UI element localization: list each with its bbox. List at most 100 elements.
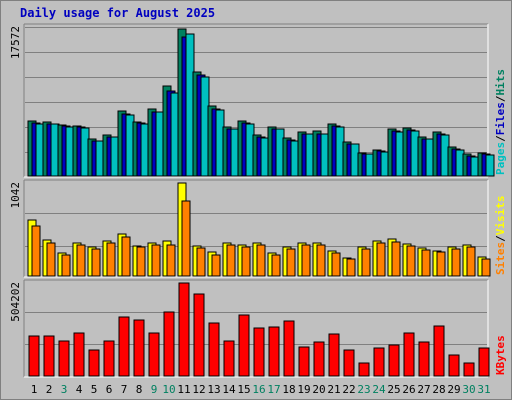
x-tick-label-day-9: 9 (151, 383, 158, 396)
chart-panel-visits-sites: 1042 Sites/Visits (9, 179, 507, 278)
bar-kbytes-day-20 (313, 341, 325, 377)
bar-sites-day-31 (481, 258, 491, 277)
bar-sites-day-6 (106, 242, 116, 277)
bar-kbytes-day-15 (238, 314, 250, 377)
max-value-label: 17572 (9, 26, 22, 59)
x-tick-label-day-8: 8 (136, 383, 143, 396)
bar-kbytes-day-26 (403, 332, 415, 377)
legend-label: KBytes (494, 335, 507, 375)
x-tick-label-day-14: 14 (222, 383, 236, 396)
bar-sites-day-8 (136, 246, 146, 277)
bar-kbytes-day-4 (73, 332, 85, 377)
x-tick-label-day-6: 6 (106, 383, 113, 396)
bar-kbytes-day-27 (418, 341, 430, 377)
x-tick-label-day-7: 7 (121, 383, 128, 396)
bar-kbytes-day-18 (283, 320, 295, 377)
bar-sites-day-17 (271, 254, 281, 277)
chart-panel-kbytes: 504202 KBytes (9, 279, 507, 378)
x-tick-label-day-20: 20 (312, 383, 325, 396)
x-tick-label-day-10: 10 (162, 383, 175, 396)
bar-sites-day-3 (61, 254, 71, 277)
x-tick-label-day-29: 29 (447, 383, 460, 396)
bar-kbytes-day-5 (88, 349, 100, 377)
bar-kbytes-day-30 (463, 362, 475, 377)
x-tick-label-day-16: 16 (252, 383, 265, 396)
bar-sites-day-1 (31, 225, 41, 277)
legend-part: / (494, 95, 507, 102)
x-tick-label-day-18: 18 (282, 383, 295, 396)
x-tick-label-day-28: 28 (432, 383, 445, 396)
legend-part: Visits (494, 196, 507, 236)
bar-kbytes-day-19 (298, 346, 310, 377)
bar-kbytes-day-1 (28, 335, 40, 377)
x-tick-label-day-19: 19 (297, 383, 310, 396)
bar-sites-day-10 (166, 244, 176, 277)
legend-part: KBytes (494, 335, 507, 375)
bar-kbytes-day-22 (343, 349, 355, 377)
bar-sites-day-26 (406, 245, 416, 277)
bar-sites-day-14 (226, 244, 236, 277)
x-tick-label-day-22: 22 (342, 383, 355, 396)
bar-sites-day-15 (241, 246, 251, 277)
bar-sites-day-27 (421, 249, 431, 277)
bar-sites-day-24 (376, 242, 386, 277)
x-tick-label-day-27: 27 (417, 383, 430, 396)
bar-sites-day-20 (316, 244, 326, 277)
x-tick-label-day-17: 17 (267, 383, 280, 396)
bar-sites-day-11 (181, 200, 191, 277)
max-value-label: 1042 (9, 182, 22, 209)
x-tick-label-day-26: 26 (402, 383, 415, 396)
bar-sites-day-18 (286, 248, 296, 277)
bar-sites-day-28 (436, 251, 446, 277)
max-value-label: 504202 (9, 282, 22, 322)
bar-sites-day-7 (121, 236, 131, 277)
bar-kbytes-day-11 (178, 282, 190, 377)
bar-sites-day-30 (466, 246, 476, 277)
legend-part: / (494, 235, 507, 242)
bar-kbytes-day-6 (103, 340, 115, 377)
x-tick-label-day-4: 4 (76, 383, 83, 396)
x-tick-label-day-30: 30 (462, 383, 475, 396)
bar-pages-day-31 (485, 154, 495, 177)
legend-part: / (494, 135, 507, 142)
x-tick-label-day-21: 21 (327, 383, 340, 396)
x-tick-label-day-2: 2 (46, 383, 53, 396)
bar-kbytes-day-7 (118, 316, 130, 377)
bar-sites-day-13 (211, 254, 221, 277)
bar-kbytes-day-12 (193, 293, 205, 377)
bar-kbytes-day-21 (328, 333, 340, 377)
x-tick-label-day-12: 12 (192, 383, 205, 396)
bar-sites-day-2 (46, 242, 56, 277)
x-tick-label-day-1: 1 (31, 383, 38, 396)
bar-kbytes-day-9 (148, 332, 160, 377)
legend-label: Sites/Visits (494, 196, 507, 276)
chart-panel-hits-files-pages: 17572 Pages/Files/Hits (9, 23, 507, 178)
bar-sites-day-4 (76, 244, 86, 277)
legend-label: Pages/Files/Hits (494, 69, 507, 175)
x-tick-label-day-31: 31 (477, 383, 490, 396)
bar-kbytes-day-3 (58, 340, 70, 377)
bar-sites-day-21 (331, 252, 341, 277)
bar-kbytes-day-25 (388, 344, 400, 377)
bar-sites-day-29 (451, 248, 461, 277)
x-tick-label-day-25: 25 (387, 383, 400, 396)
x-tick-label-day-3: 3 (61, 383, 68, 396)
bar-sites-day-5 (91, 248, 101, 277)
bar-sites-day-22 (346, 258, 356, 277)
bar-kbytes-day-28 (433, 325, 445, 377)
legend-part: Pages (494, 142, 507, 175)
x-tick-label-day-11: 11 (177, 383, 190, 396)
bar-kbytes-day-24 (373, 347, 385, 377)
x-tick-label-day-15: 15 (237, 383, 250, 396)
bar-kbytes-day-2 (43, 335, 55, 377)
bar-sites-day-16 (256, 244, 266, 277)
bar-kbytes-day-8 (133, 319, 145, 377)
legend-part: Hits (494, 69, 507, 96)
bar-kbytes-day-13 (208, 322, 220, 377)
bar-kbytes-day-16 (253, 327, 265, 377)
x-tick-label-day-13: 13 (207, 383, 220, 396)
legend-part: Sites (494, 242, 507, 275)
bar-kbytes-day-14 (223, 340, 235, 377)
x-tick-label-day-24: 24 (372, 383, 386, 396)
